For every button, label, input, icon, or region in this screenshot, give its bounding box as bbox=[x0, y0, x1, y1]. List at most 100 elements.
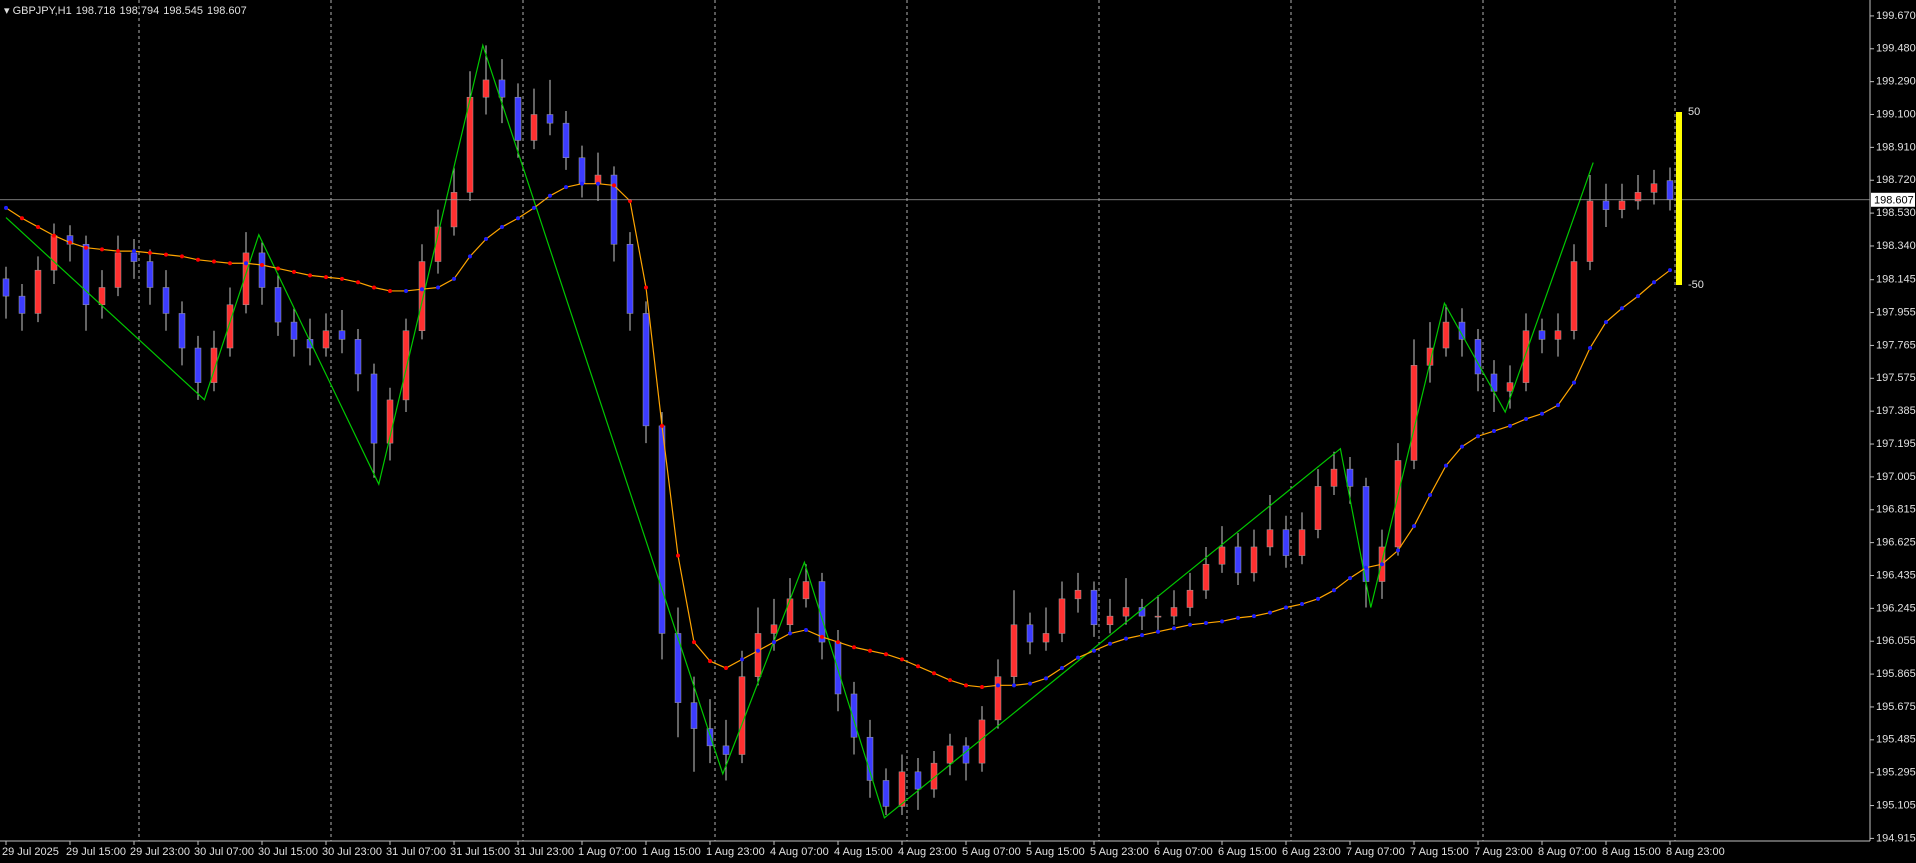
x-tick-label: 6 Aug 15:00 bbox=[1218, 846, 1277, 858]
ma-dot bbox=[1300, 602, 1304, 607]
candle-body bbox=[1442, 321, 1450, 349]
ma-dot bbox=[820, 634, 824, 639]
ma-dot bbox=[1332, 588, 1336, 593]
ma-line bbox=[5, 183, 1671, 688]
candle-body bbox=[1346, 468, 1354, 487]
candle-body bbox=[450, 192, 458, 228]
candle-body bbox=[226, 304, 234, 349]
candle-body bbox=[258, 252, 266, 288]
ma-dot bbox=[116, 249, 120, 254]
ma-dot bbox=[1524, 416, 1528, 421]
ma-dot bbox=[1572, 380, 1576, 385]
candle-body bbox=[930, 762, 938, 790]
x-tick-label: 1 Aug 07:00 bbox=[578, 846, 637, 858]
ma-dot bbox=[980, 685, 984, 690]
x-tick-label: 31 Jul 07:00 bbox=[386, 846, 446, 858]
candle-body bbox=[514, 96, 522, 141]
ma-dot bbox=[964, 683, 968, 688]
x-tick-label: 8 Aug 15:00 bbox=[1602, 846, 1661, 858]
candle-body bbox=[1106, 615, 1114, 626]
ma-dot bbox=[1508, 423, 1512, 428]
candle-body bbox=[1650, 183, 1658, 193]
x-tick-label: 31 Jul 15:00 bbox=[450, 846, 510, 858]
ma-dot bbox=[388, 288, 392, 293]
ma-dot bbox=[500, 224, 504, 229]
candle-body bbox=[1010, 624, 1018, 677]
x-tick-label: 8 Aug 23:00 bbox=[1666, 846, 1725, 858]
ma-dot bbox=[852, 645, 856, 650]
ma-dot bbox=[1316, 596, 1320, 601]
x-tick-label: 29 Jul 2025 bbox=[2, 846, 59, 858]
ma-dot bbox=[276, 266, 280, 271]
oscillator-bar bbox=[1676, 112, 1682, 285]
candle-body bbox=[690, 702, 698, 729]
ma-dot bbox=[1460, 444, 1464, 449]
symbol: GBPJPY,H1 bbox=[12, 5, 72, 17]
candle-body bbox=[1042, 633, 1050, 643]
candle-body bbox=[1618, 200, 1626, 210]
ma-dot bbox=[372, 285, 376, 290]
ma-dot bbox=[84, 245, 88, 250]
candle-body bbox=[162, 287, 170, 314]
x-tick-label: 30 Jul 23:00 bbox=[322, 846, 382, 858]
x-tick-label: 30 Jul 15:00 bbox=[258, 846, 318, 858]
candle-body bbox=[1250, 546, 1258, 574]
y-tick-label: 196.625 bbox=[1876, 537, 1916, 549]
x-tick-label: 4 Aug 23:00 bbox=[898, 846, 957, 858]
ma-dot bbox=[260, 262, 264, 267]
ma-dot bbox=[1012, 683, 1016, 688]
candle-body bbox=[818, 581, 826, 643]
x-tick-label: 5 Aug 23:00 bbox=[1090, 846, 1149, 858]
chart-header: ▾ GBPJPY,H1 198.718 198.794 198.545 198.607 bbox=[4, 5, 247, 17]
ma-dot bbox=[68, 240, 72, 245]
y-tick-label: 196.055 bbox=[1876, 635, 1916, 647]
candle-body bbox=[2, 278, 10, 297]
y-tick-label: 195.675 bbox=[1876, 701, 1916, 713]
y-tick-label: 196.435 bbox=[1876, 569, 1916, 581]
candle-body bbox=[1314, 486, 1322, 530]
ma-dot bbox=[436, 285, 440, 290]
ma-dot bbox=[1348, 576, 1352, 581]
ma-dot bbox=[420, 287, 424, 292]
candle-body bbox=[1666, 180, 1674, 201]
ma-dot bbox=[900, 657, 904, 662]
candle-body bbox=[626, 243, 634, 314]
ma-dot bbox=[1268, 610, 1272, 615]
y-tick-label: 197.385 bbox=[1876, 405, 1916, 417]
candle-body bbox=[562, 122, 570, 159]
candle-body bbox=[1474, 339, 1482, 375]
candle-body bbox=[1122, 607, 1130, 617]
candle-body bbox=[1602, 200, 1610, 210]
candle-body bbox=[1282, 529, 1290, 556]
x-tick-label: 8 Aug 07:00 bbox=[1538, 846, 1597, 858]
candle-body bbox=[50, 235, 58, 271]
ma-dot bbox=[1364, 565, 1368, 570]
ma-dot bbox=[36, 224, 40, 229]
y-tick-label: 197.005 bbox=[1876, 471, 1916, 483]
y-tick-label: 197.195 bbox=[1876, 438, 1916, 450]
candle-body bbox=[386, 399, 394, 444]
ma-dot bbox=[612, 183, 616, 188]
x-tick-label: 7 Aug 15:00 bbox=[1410, 846, 1469, 858]
ma-dot bbox=[660, 423, 664, 428]
candle-body bbox=[578, 157, 586, 184]
candle-body bbox=[770, 624, 778, 634]
candle-body bbox=[530, 114, 538, 141]
candle-body bbox=[434, 226, 442, 262]
candle-body bbox=[786, 598, 794, 626]
ma-dot bbox=[1156, 629, 1160, 634]
ma-dot bbox=[100, 247, 104, 252]
ma-dot bbox=[1380, 562, 1384, 567]
candle-body bbox=[130, 252, 138, 262]
candle-body bbox=[1330, 468, 1338, 487]
ma-dot bbox=[788, 631, 792, 636]
candle-body bbox=[1218, 546, 1226, 565]
candle-body bbox=[194, 347, 202, 383]
candle-body bbox=[354, 339, 362, 375]
ma-dot bbox=[1492, 429, 1496, 434]
ma-dot bbox=[324, 275, 328, 280]
ma-dot bbox=[308, 273, 312, 278]
candle-body bbox=[962, 745, 970, 764]
